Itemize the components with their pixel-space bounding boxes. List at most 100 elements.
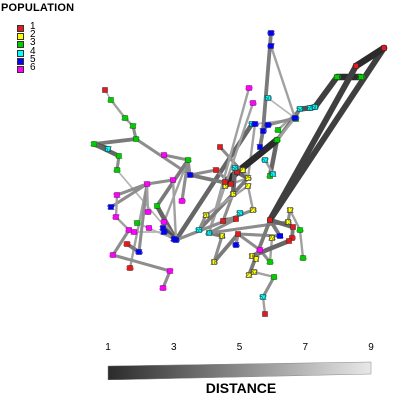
node-marker [154,203,160,209]
network-node: 27 [244,183,252,191]
network-node: 44 [274,127,282,135]
network-node: 49 [205,230,213,238]
node-marker [262,311,268,317]
network-edge [204,184,250,217]
node-marker [289,235,295,241]
network-node: 78 [184,157,192,165]
network-node: 80 [178,198,186,206]
network-edge [171,178,178,242]
network-edge [207,220,290,235]
node-label: 14 [218,234,226,241]
network-edge [145,182,150,214]
node-marker [91,141,97,147]
node-marker [260,294,266,300]
node-label: 82 [166,269,174,276]
node-marker [232,165,238,171]
node-label: 72 [212,168,220,175]
node-marker [257,144,263,150]
network-edge [161,269,172,290]
node-marker [268,30,274,36]
network-edge [111,228,131,257]
node-marker [105,146,111,152]
node-marker [171,236,177,242]
node-label: 21 [239,168,247,175]
legend-label: 4 [30,45,36,57]
node-label: 11 [285,239,292,246]
node-marker [277,233,283,239]
node-marker [358,74,364,80]
network-node: 57 [104,146,112,154]
network-node: 3 [235,231,241,239]
network-node: 67 [267,43,275,51]
network-node: 10 [288,235,296,243]
legend-label: 3 [30,37,36,49]
network-node: 91 [113,192,121,200]
network-edge [246,184,255,212]
node-marker [233,242,239,248]
node-marker [217,144,223,150]
scale-tick-label: 3 [170,342,177,353]
node-label: 16 [248,254,256,261]
network-node: 63 [267,30,275,38]
node-marker [265,122,271,128]
node-label: 63 [267,31,275,38]
node-label: 35 [266,260,274,267]
network-node: 92 [107,204,115,212]
network-node: 69 [264,122,272,130]
node-label: 61 [269,172,277,179]
network-edge [266,116,297,127]
node-label: 29 [160,230,168,237]
node-label: 28 [130,230,138,237]
node-marker [144,181,150,187]
node-label: 9 [291,225,295,232]
network-node: 96 [249,100,257,108]
node-label: 37 [129,124,137,131]
node-label: 33 [90,142,98,149]
node-marker [114,192,120,198]
network-edge [180,158,190,203]
node-marker [124,241,130,247]
network-edge [114,193,119,219]
legend-title: POPULATION [1,2,75,14]
node-marker [245,183,251,189]
network-node: 46 [299,255,307,263]
node-marker [161,229,167,235]
network-node: 55 [195,227,203,235]
legend-label: 2 [30,29,36,41]
network-edge [312,74,340,110]
node-marker [270,171,276,177]
node-label: 19 [221,184,229,191]
node-marker [249,253,255,259]
node-marker [253,256,259,262]
network-node: 8 [267,217,273,225]
network-node: 94 [145,225,153,233]
node-label: 18 [210,260,218,267]
node-marker [290,224,296,230]
node-marker [269,235,275,241]
node-label: 4 [263,312,267,319]
legend-swatch [17,33,24,41]
network-edge [111,253,172,273]
node-label: 7 [382,46,386,53]
network-node: 93 [160,219,168,227]
node-label: 64 [276,234,284,241]
node-label: 47 [266,174,274,181]
network-node: 62 [261,157,269,165]
node-marker [146,225,152,231]
legend-swatch [17,57,24,65]
node-marker [233,216,239,222]
network-edge [236,232,262,252]
network-node: 29 [160,229,168,237]
network-node: 60 [311,104,319,112]
node-label: 24 [268,236,276,243]
node-marker [102,87,108,93]
node-label: 36 [121,116,129,123]
node-label: 56 [248,122,256,129]
node-label: 65 [232,243,240,250]
network-node: 51 [115,153,123,161]
node-marker [267,259,273,265]
node-label: 86 [126,266,134,273]
node-marker [240,167,246,173]
node-label: 27 [244,184,252,191]
distance-scale-ticks: 1 3 5 7 9 [0,342,400,356]
